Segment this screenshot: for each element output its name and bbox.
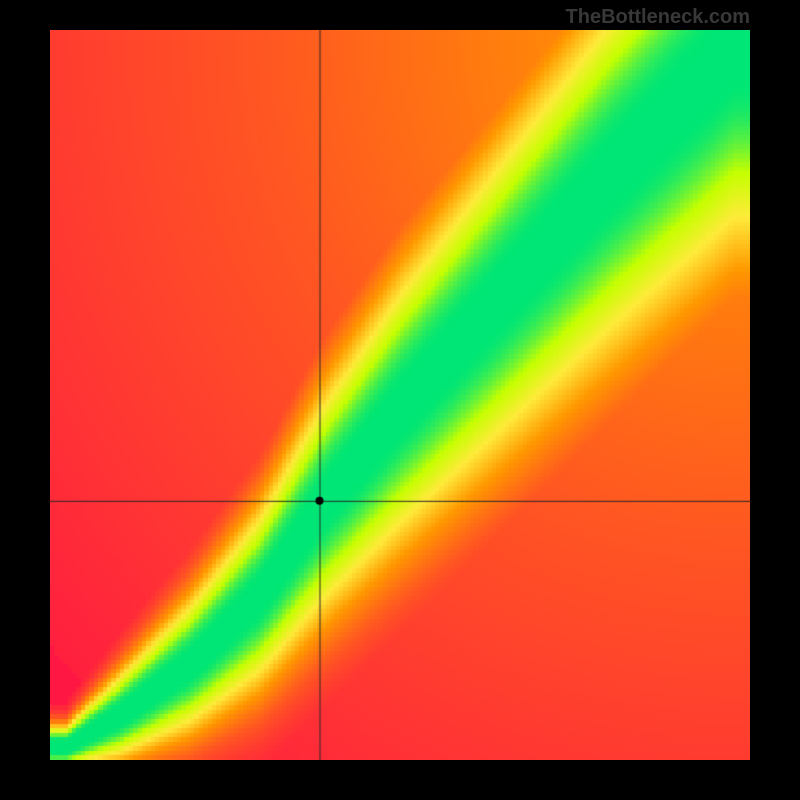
bottleneck-heatmap <box>50 30 750 760</box>
watermark-text: TheBottleneck.com <box>566 6 750 29</box>
